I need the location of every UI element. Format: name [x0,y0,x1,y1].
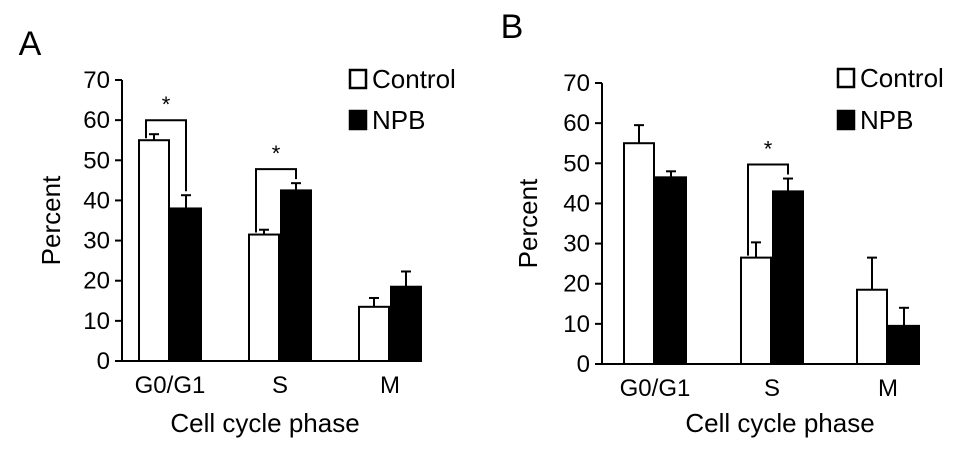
y-tick-label: 60 [563,110,590,137]
y-tick-label: 70 [83,67,110,94]
y-tick-label: 20 [83,268,110,295]
legend-label: NPB [372,105,425,135]
x-tick-label: G0/G1 [620,375,691,402]
legend-label: Control [372,64,456,94]
y-tick-label: 10 [563,311,590,338]
x-axis-title: Cell cycle phase [685,408,874,438]
x-axis-title: Cell cycle phase [170,408,359,438]
legend-swatch [836,109,856,131]
bar-control-m [358,305,390,362]
y-tick-label: 10 [83,308,110,335]
bar-control-s [248,233,280,362]
bar-npb-s [772,190,804,365]
significance-marker: * [272,141,281,166]
bar-npb-m [390,285,422,362]
y-tick-label: 0 [97,348,110,375]
legend-swatch [348,68,368,90]
x-tick-label: S [272,372,288,399]
legend-label: NPB [860,105,913,135]
bar-control-s [740,256,772,365]
x-tick-label: M [380,372,400,399]
y-tick-label: 40 [83,187,110,214]
x-tick-label: M [878,375,898,402]
bar-control-m [856,288,888,365]
bar-npb-s [280,189,312,362]
panel-label: A [19,25,42,63]
y-tick-label: 70 [563,70,590,97]
bar-control-g0-g1 [623,142,655,365]
panel-b: B 0 10 20 30 40 50 60 70 G0/G1 S M * Control NPB Cell c… [501,8,944,438]
legend-label: Control [860,63,944,93]
y-tick-label: 50 [83,147,110,174]
significance-bracket [255,168,297,233]
x-tick-label: G0/G1 [135,372,206,399]
x-tick-label: S [764,375,780,402]
y-tick-label: 30 [563,231,590,258]
panel-a: A 0 10 20 30 40 50 60 70 G0/G1 S M * * Control NPB Cell … [19,25,456,438]
y-tick-label: 40 [563,190,590,217]
y-axis-title: Percent [513,178,543,268]
significance-marker: * [764,137,773,162]
legend-swatch [348,109,368,131]
bar-npb-m [888,324,920,366]
significance-bracket [145,119,187,192]
panel-label: B [501,8,524,46]
significance-marker: * [162,92,171,117]
significance-bracket [747,163,789,256]
y-tick-label: 20 [563,271,590,298]
y-tick-label: 60 [83,107,110,134]
y-axis-title: Percent [36,175,66,265]
y-tick-label: 0 [577,351,590,378]
bar-control-g0-g1 [138,139,170,362]
bar-npb-g0-g1 [170,207,202,362]
legend-swatch [836,67,856,89]
y-tick-label: 30 [83,228,110,255]
bar-npb-g0-g1 [655,176,687,365]
y-tick-label: 50 [563,150,590,177]
